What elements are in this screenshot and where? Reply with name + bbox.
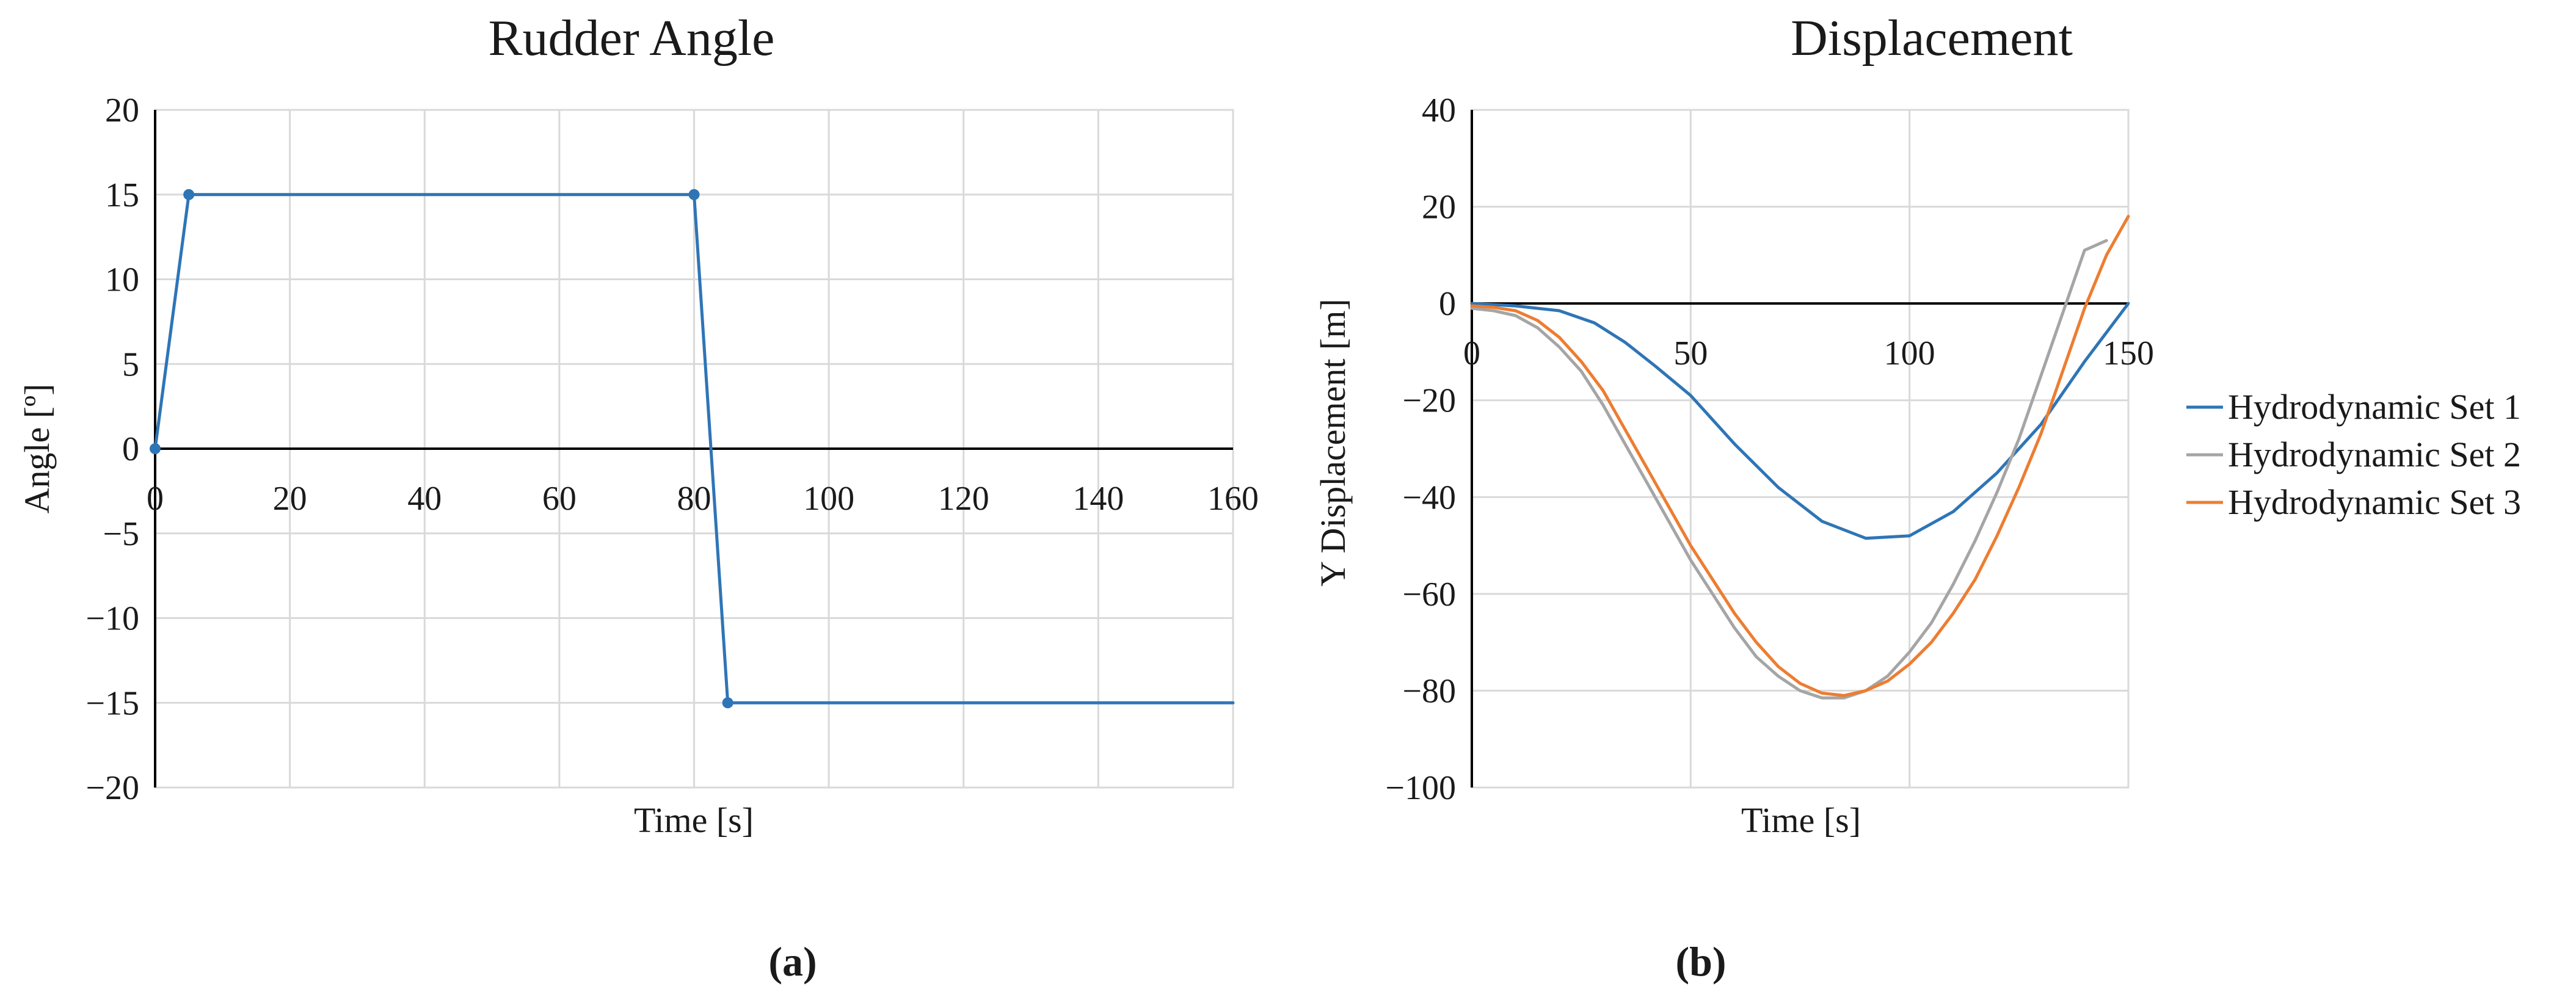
x-tick-label: 120 [938, 480, 989, 518]
legend-label: Hydrodynamic Set 3 [2228, 482, 2521, 522]
x-tick-label: 50 [1673, 335, 1708, 372]
y-tick-label: −60 [1402, 576, 1456, 614]
axes [1471, 110, 2128, 788]
series-lines [150, 189, 1235, 709]
y-tick-label: 20 [1422, 189, 1456, 226]
y-tick-label: 10 [105, 261, 139, 299]
x-tick-label: 40 [407, 480, 442, 518]
data-point [150, 443, 161, 454]
x-tick-label: 80 [677, 480, 711, 518]
data-point [722, 697, 733, 709]
x-tick-label: 150 [2103, 335, 2154, 372]
x-tick-label: 100 [1884, 335, 1935, 372]
x-axis-label: Time [s] [634, 800, 754, 840]
chart-title: Displacement [1791, 10, 2073, 67]
x-tick-label: 20 [273, 480, 307, 518]
y-axis-label: Y Displacement [m] [1313, 299, 1353, 586]
plot-frame [1471, 109, 2130, 789]
data-point [183, 189, 195, 200]
series-lines [1470, 214, 2130, 700]
panel-label: (b) [1675, 938, 1726, 985]
y-tick-label: −40 [1402, 479, 1456, 516]
y-tick-label: 15 [105, 176, 139, 214]
legend-label: Hydrodynamic Set 1 [2228, 387, 2521, 427]
x-tick-label: 160 [1207, 480, 1259, 518]
chart-title: Rudder Angle [489, 10, 775, 67]
legend: Hydrodynamic Set 1 Hydrodynamic Set 2 Hydr… [2186, 387, 2521, 522]
y-axis-label: Angle [º] [17, 384, 57, 514]
y-tick-label: −20 [1402, 382, 1456, 420]
x-tick-label: 100 [803, 480, 854, 518]
gridlines [154, 109, 1234, 789]
y-tick-label: 0 [122, 430, 139, 468]
y-tick-label: 40 [1422, 92, 1456, 129]
rudder-angle-chart: Rudder Angle 0 20 40 60 80 100 120 140 160201510… [17, 10, 1259, 985]
y-tick-label: −20 [86, 769, 139, 807]
y-tick-label: 0 [1439, 285, 1456, 323]
y-tick-label: 20 [105, 92, 139, 129]
panel-label: (a) [768, 938, 817, 985]
y-tick-label: −5 [103, 515, 139, 553]
legend-label: Hydrodynamic Set 2 [2228, 435, 2521, 474]
displacement-chart: Displacement 0 50 100 15040200−20−40−60−80−… [1313, 10, 2521, 985]
series-line [1470, 214, 2130, 697]
series-line [1470, 302, 2130, 540]
x-tick-label: 140 [1072, 480, 1124, 518]
y-tick-label: −15 [86, 684, 139, 722]
y-tick-label: −10 [86, 600, 139, 638]
y-tick-label: 5 [122, 346, 139, 383]
y-tick-label: −100 [1385, 769, 1456, 807]
x-tick-label: 0 [1463, 335, 1480, 372]
y-tick-label: −80 [1402, 672, 1456, 710]
gridlines [1471, 109, 2130, 789]
x-tick-label: 60 [542, 480, 577, 518]
x-axis-label: Time [s] [1741, 800, 1861, 840]
x-tick-label: 0 [147, 480, 164, 518]
data-point [688, 189, 700, 200]
series-line [1470, 239, 2108, 700]
